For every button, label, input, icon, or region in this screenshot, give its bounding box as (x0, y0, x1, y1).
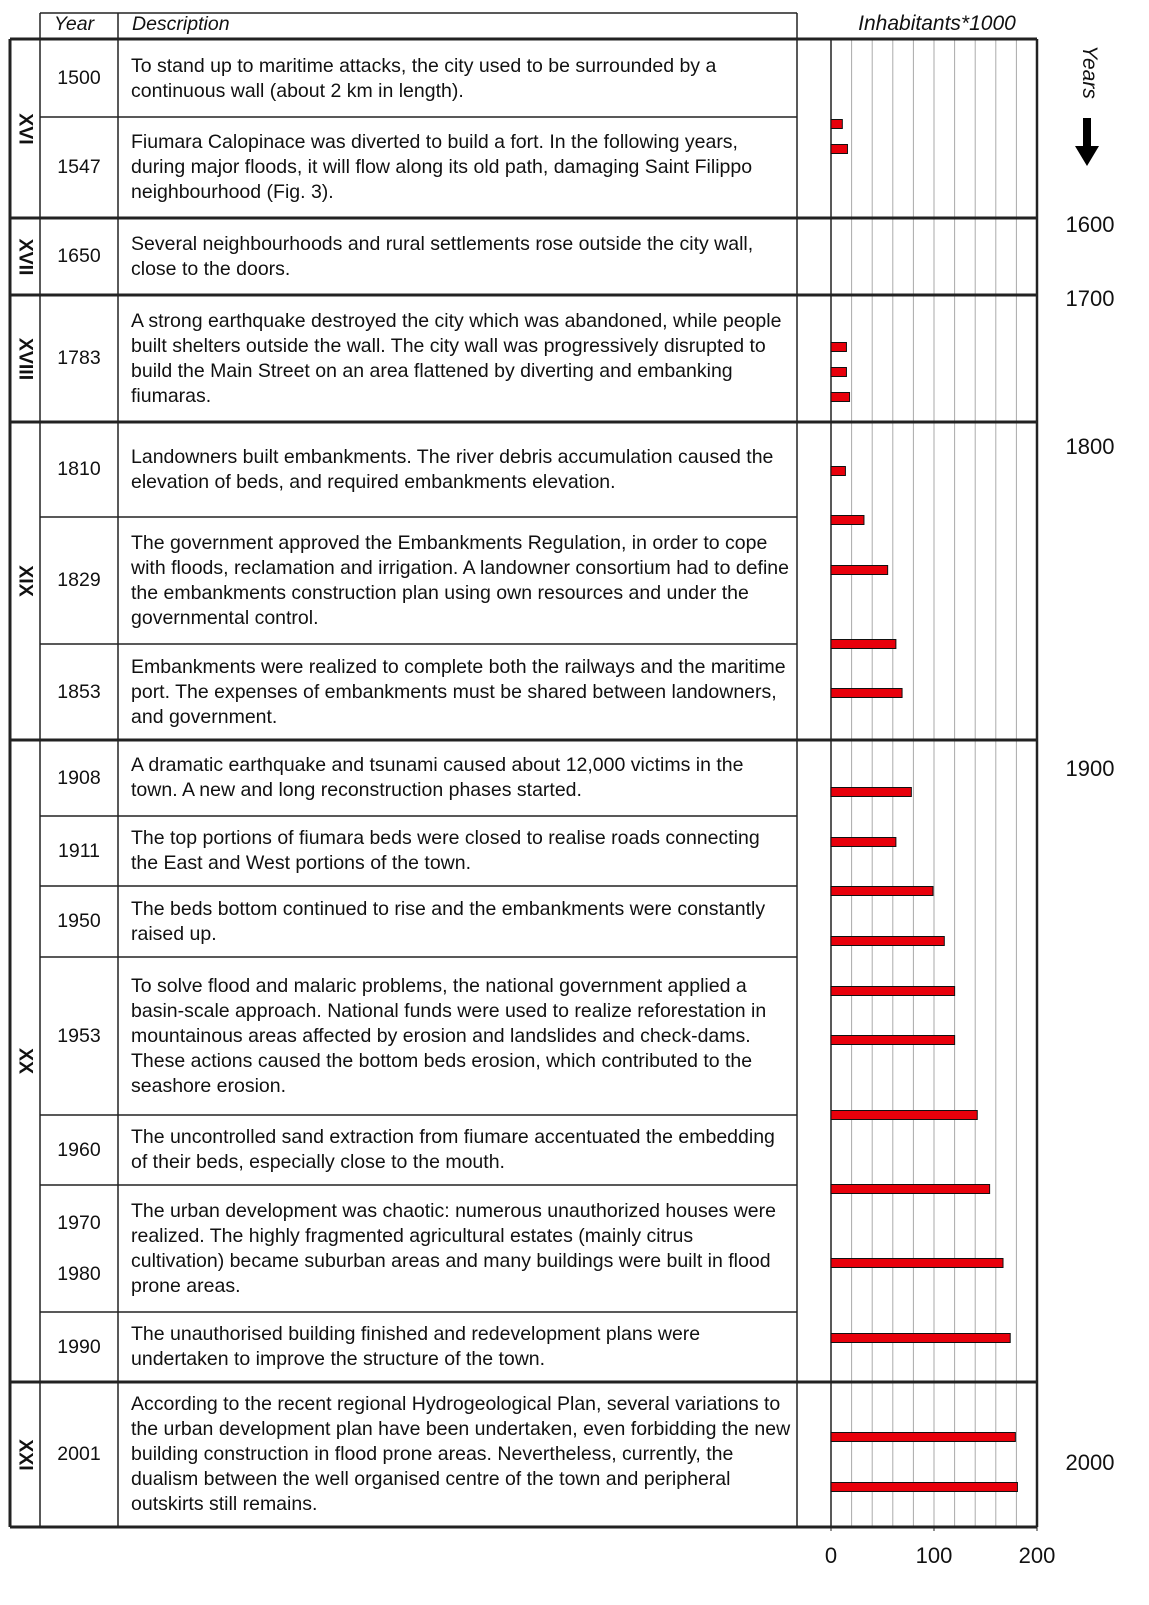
description-cell: The unauthorised building finished and r… (131, 1323, 701, 1370)
chart-title: Inhabitants*1000 (858, 12, 1016, 35)
year-cell: 1950 (57, 910, 101, 932)
description-cell: Several neighbourhoods and rural settlem… (131, 232, 754, 280)
year-label: 1900 (1066, 756, 1115, 781)
year-cell: 1650 (57, 245, 101, 267)
arrow (1075, 118, 1099, 166)
year-cell: 1500 (57, 67, 101, 89)
description-cell: A dramatic earthquake and tsunami caused… (131, 754, 744, 801)
description-cell: A strong earthquake destroyed the city w… (131, 309, 782, 407)
year-label: 1800 (1066, 434, 1115, 459)
year-cell: 1547 (57, 156, 101, 178)
bar (830, 144, 848, 154)
bar (830, 367, 847, 377)
century-label: XVI (14, 113, 37, 145)
bar (830, 1035, 956, 1045)
year-cell: 1953 (57, 1024, 101, 1047)
bar (830, 1258, 1004, 1268)
bar (830, 986, 956, 996)
description-cell: The top portions of fiumara beds were cl… (131, 827, 760, 874)
year-cell: 1853 (57, 680, 101, 703)
year-cell: 1911 (58, 839, 100, 862)
x-tick-label: 200 (1019, 1543, 1056, 1568)
x-tick-label: 0 (825, 1543, 837, 1568)
description-cell: Fiumara Calopinace was diverted to build… (131, 131, 753, 203)
description-cell: The beds bottom continued to rise and th… (131, 897, 766, 945)
description-cell: To solve flood and malaric problems, the… (131, 974, 767, 1097)
year-label: 1700 (1066, 286, 1115, 311)
century-label: XIX (14, 565, 37, 597)
bar (830, 1184, 991, 1194)
bar (830, 565, 889, 575)
century-label: XX (14, 1047, 37, 1075)
description-cell: Landowners built embankments. The river … (131, 445, 774, 493)
description-cell: The government approved the Embankments … (131, 531, 789, 629)
bar (830, 515, 865, 525)
bar (830, 466, 846, 476)
century-label: XVII (14, 238, 37, 275)
header-description: Description (132, 13, 230, 35)
year-cell: 1990 (57, 1335, 101, 1358)
description-cell: To stand up to maritime attacks, the cit… (131, 54, 717, 102)
bar (830, 1482, 1018, 1492)
year-cell: 1783 (57, 347, 101, 369)
year-cell: 1960 (57, 1138, 101, 1161)
bar (830, 1333, 1011, 1343)
century-label: XVIII (14, 337, 37, 380)
year-label: 1600 (1066, 212, 1115, 237)
bar (830, 119, 843, 129)
header-year: Year (54, 13, 95, 35)
bar (830, 936, 945, 946)
bar (830, 1432, 1016, 1442)
year-cell: 1970 (57, 1211, 101, 1234)
bar (830, 342, 847, 352)
year-cell: 1829 (57, 569, 101, 591)
bar (830, 1110, 978, 1120)
bar (830, 886, 934, 896)
x-tick-label: 100 (916, 1543, 953, 1568)
year-label: 2000 (1066, 1450, 1115, 1475)
y-axis-label: Years (1078, 45, 1101, 99)
bar (830, 392, 851, 402)
year-cell: 1810 (57, 458, 101, 480)
year-cell: 1980 (57, 1262, 101, 1285)
bar (830, 787, 912, 797)
bar (830, 639, 897, 649)
century-label: XXI (14, 1438, 37, 1471)
description-cell: Embankments were realized to complete bo… (131, 655, 786, 728)
description-cell: The urban development was chaotic: numer… (131, 1199, 776, 1297)
bar (830, 837, 897, 847)
description-cell: The uncontrolled sand extraction from fi… (131, 1126, 775, 1173)
bar (830, 688, 903, 698)
year-cell: 1908 (57, 766, 101, 789)
year-cell: 2001 (57, 1443, 101, 1465)
description-cell: According to the recent regional Hydroge… (131, 1393, 791, 1515)
